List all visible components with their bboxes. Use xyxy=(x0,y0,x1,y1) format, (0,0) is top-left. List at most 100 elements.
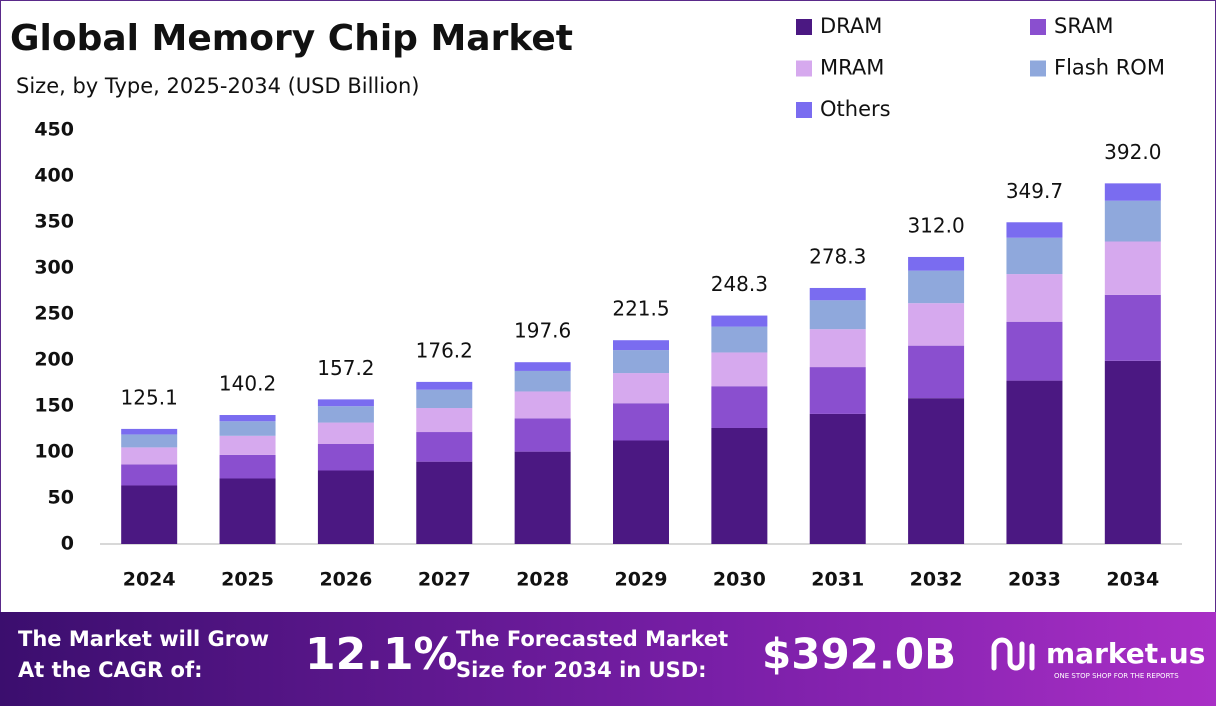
bar-segment xyxy=(809,367,866,414)
bar-segment xyxy=(613,440,669,544)
total-label: 157.2 xyxy=(317,356,374,380)
bar-segment xyxy=(613,340,669,351)
bar-segment xyxy=(317,399,374,407)
brand-logo xyxy=(991,637,1035,671)
bar-segment xyxy=(219,478,276,544)
bar-segment xyxy=(809,413,866,544)
bar-segment xyxy=(1104,294,1161,361)
bar-segment xyxy=(1006,237,1063,275)
bar-segment xyxy=(908,345,965,399)
legend-swatch xyxy=(1030,19,1046,35)
bar-segment xyxy=(121,485,178,544)
y-tick-label: 50 xyxy=(48,487,74,509)
forecast-value: $392.0B xyxy=(762,630,956,679)
bar-segment xyxy=(1104,200,1161,242)
y-tick-label: 300 xyxy=(34,257,74,279)
bar-segment xyxy=(514,451,571,544)
bar-segment xyxy=(1006,274,1063,322)
x-tick-label: 2033 xyxy=(1008,569,1061,591)
chart-subtitle: Size, by Type, 2025-2034 (USD Billion) xyxy=(16,74,419,98)
bar-segment xyxy=(121,464,178,486)
bar-segment xyxy=(711,427,768,544)
bar-segment xyxy=(317,470,374,544)
bar-segment xyxy=(1006,222,1063,238)
bar-segment xyxy=(908,270,965,304)
bar-segment xyxy=(121,447,178,465)
legend-label: MRAM xyxy=(820,56,884,80)
legend-swatch xyxy=(1030,60,1046,77)
bar-segment xyxy=(416,461,473,544)
y-tick-label: 400 xyxy=(34,165,74,187)
bar-segment xyxy=(613,350,669,374)
y-tick-label: 100 xyxy=(34,441,74,463)
bar-segment xyxy=(711,315,768,327)
total-label: 312.0 xyxy=(907,213,964,237)
x-tick-label: 2029 xyxy=(615,569,668,591)
legend-label: Flash ROM xyxy=(1054,56,1165,80)
bar-segment xyxy=(1104,183,1161,201)
y-tick-label: 350 xyxy=(34,211,74,233)
y-tick-label: 150 xyxy=(34,395,74,417)
bar-segment xyxy=(416,389,473,409)
total-label: 125.1 xyxy=(121,385,178,409)
x-tick-label: 2030 xyxy=(713,569,766,591)
legend-swatch xyxy=(796,19,812,35)
bar-segment xyxy=(711,386,768,428)
chart-title: Global Memory Chip Market xyxy=(10,18,573,59)
bar-segment xyxy=(219,454,276,479)
total-label: 221.5 xyxy=(612,297,669,321)
y-tick-label: 0 xyxy=(61,533,74,555)
bar-segment xyxy=(809,300,866,330)
footer-text: The Market will Grow xyxy=(18,627,269,651)
brand: market.us xyxy=(1046,637,1205,670)
bar-segment xyxy=(219,415,276,422)
legend-label: SRAM xyxy=(1054,14,1114,38)
bar-segment xyxy=(613,373,669,404)
x-tick-label: 2024 xyxy=(123,569,176,591)
total-label: 278.3 xyxy=(809,244,866,268)
bar-segment xyxy=(1104,241,1161,295)
total-label: 176.2 xyxy=(416,338,473,362)
bar-segment xyxy=(809,287,866,301)
bar-segment xyxy=(1006,380,1063,544)
bar-segment xyxy=(317,443,374,471)
total-label: 140.2 xyxy=(219,372,276,396)
footer-text: The Forecasted Market xyxy=(456,627,728,651)
total-label: 248.3 xyxy=(711,272,768,296)
bar-segment xyxy=(317,406,374,423)
bar-segment xyxy=(121,434,178,448)
bar-segment xyxy=(908,303,965,346)
legend-swatch xyxy=(796,60,812,77)
bar-segment xyxy=(1006,321,1063,381)
tagline: ONE STOP SHOP FOR THE REPORTS xyxy=(1054,672,1179,680)
bar-segment xyxy=(908,256,965,271)
y-tick-label: 200 xyxy=(34,349,74,371)
bar-segment xyxy=(514,418,571,452)
bar-segment xyxy=(514,362,571,371)
footer-text: At the CAGR of: xyxy=(18,658,203,682)
footer-text: Size for 2034 in USD: xyxy=(456,658,707,682)
bar-segment xyxy=(711,326,768,353)
bar-segment xyxy=(908,398,965,544)
x-tick-label: 2027 xyxy=(418,569,471,591)
bar-segment xyxy=(1104,360,1161,544)
bar-segment xyxy=(416,408,473,433)
total-label: 349.7 xyxy=(1006,179,1063,203)
total-label: 392.0 xyxy=(1104,140,1161,164)
y-tick-label: 450 xyxy=(34,119,74,141)
x-tick-label: 2034 xyxy=(1106,569,1159,591)
footer-banner xyxy=(0,612,1216,706)
bar-segment xyxy=(219,435,276,455)
legend-swatch xyxy=(796,102,812,118)
cagr-value: 12.1% xyxy=(305,629,458,680)
bar-segment xyxy=(317,422,374,444)
legend-label: DRAM xyxy=(820,14,882,38)
x-tick-label: 2025 xyxy=(221,569,274,591)
x-tick-label: 2026 xyxy=(319,569,372,591)
bar-segment xyxy=(416,432,473,462)
bar-segment xyxy=(809,329,866,368)
x-tick-label: 2032 xyxy=(910,569,963,591)
total-label: 197.6 xyxy=(514,319,571,343)
